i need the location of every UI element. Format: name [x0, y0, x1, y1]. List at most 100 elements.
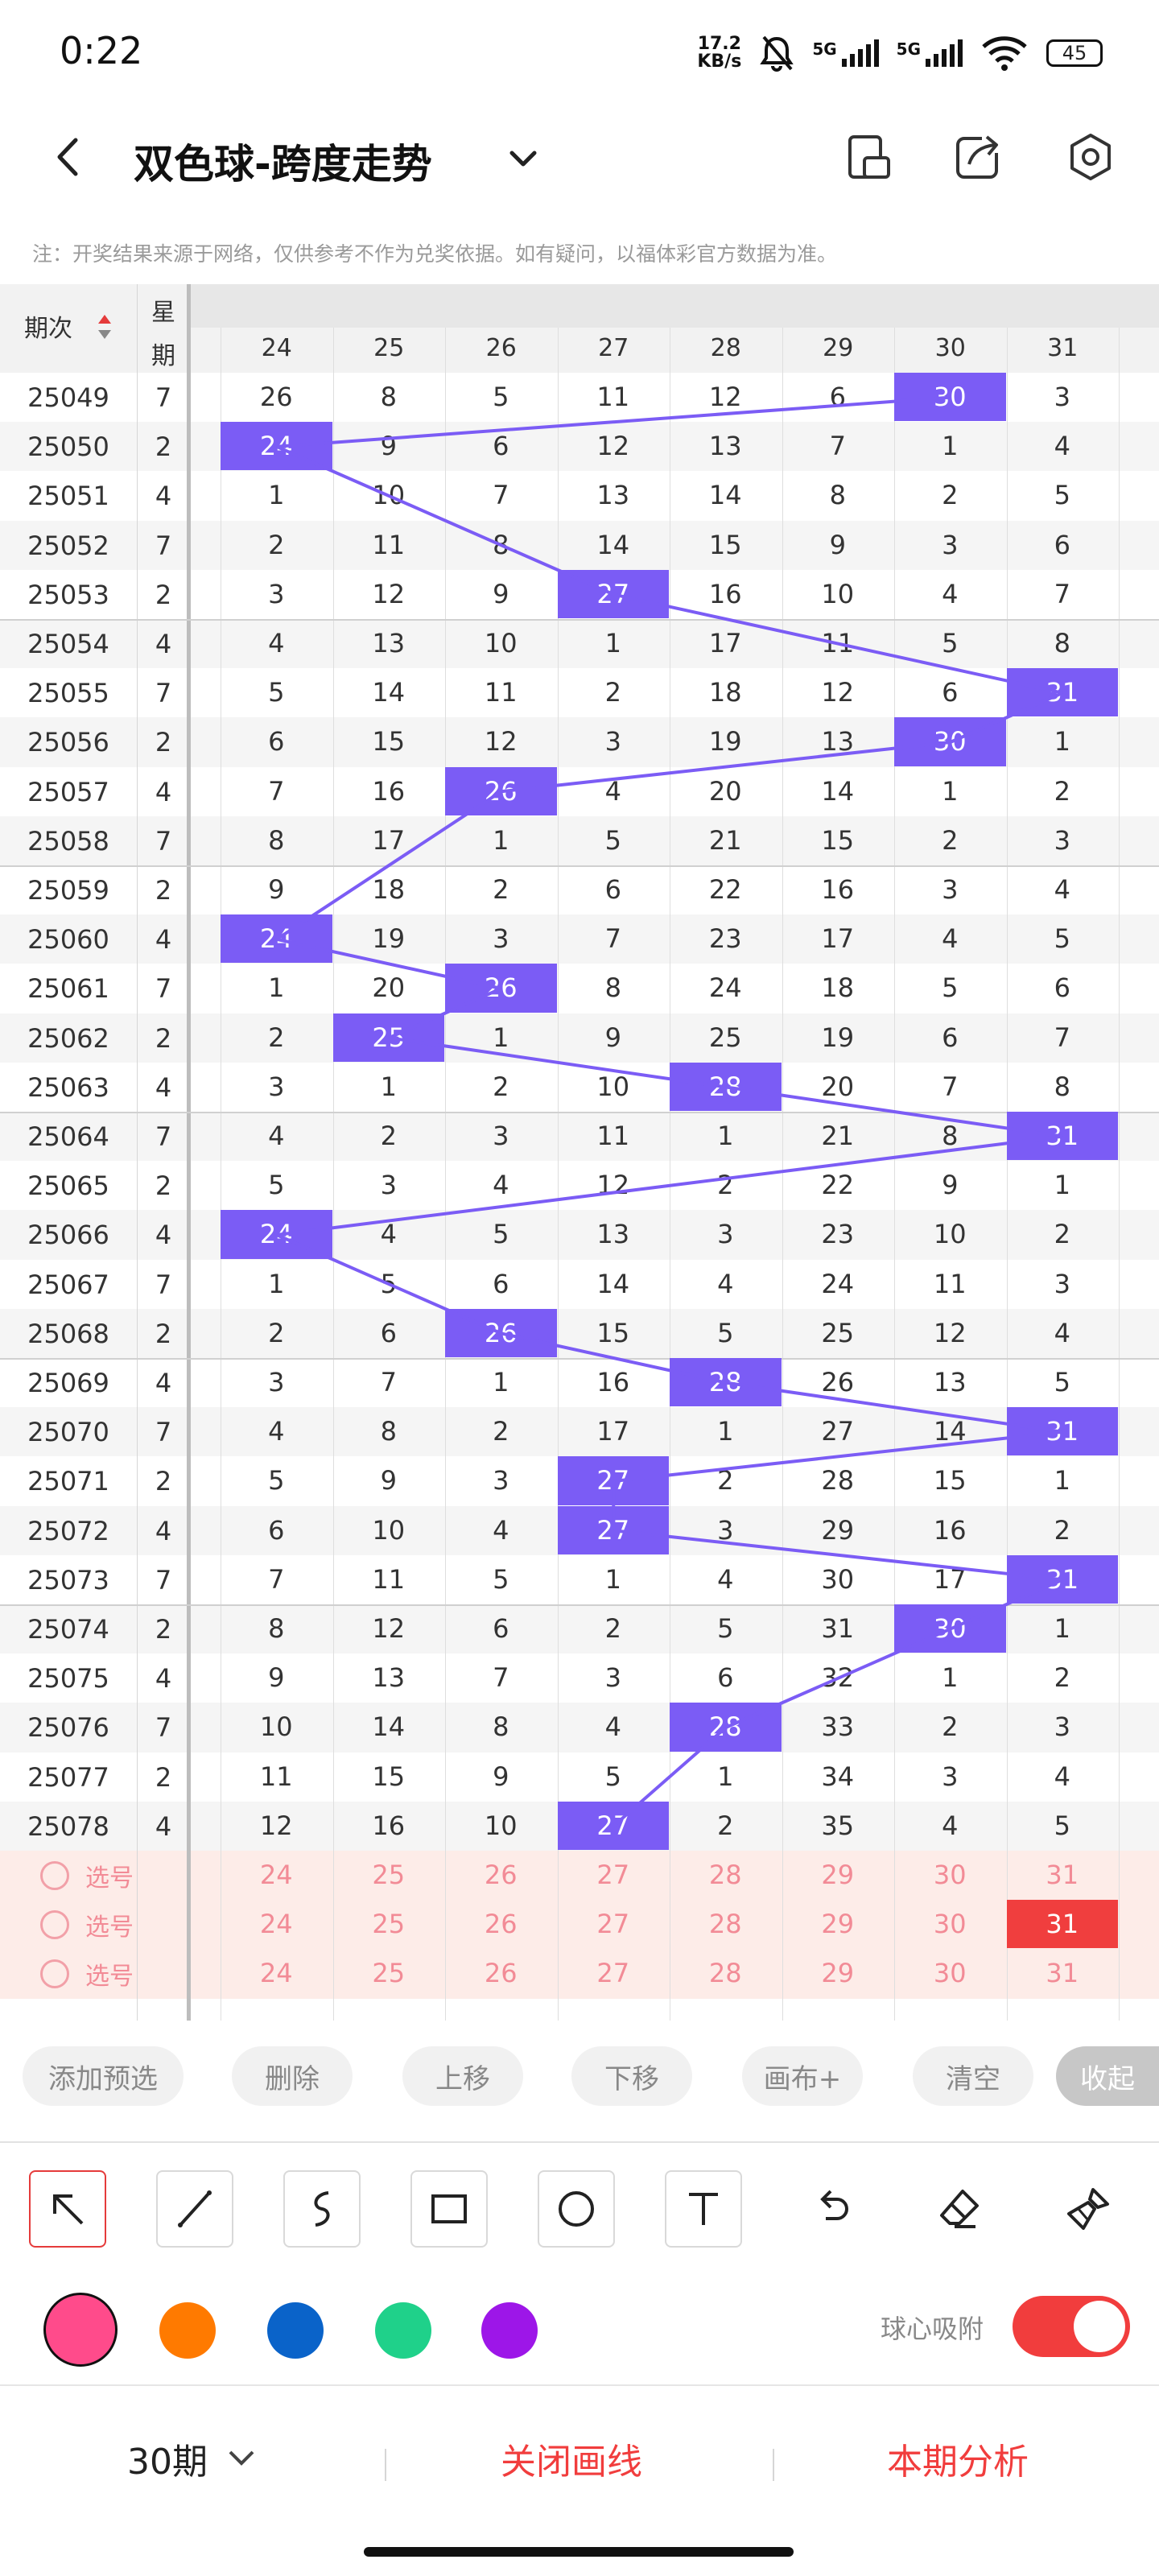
select-number-cell[interactable]: 30 — [933, 1909, 967, 1940]
bell-muted-icon — [760, 35, 794, 72]
color-blue-swatch[interactable] — [267, 2302, 324, 2359]
value-cell: 4 — [942, 578, 959, 609]
eraser-tool[interactable] — [921, 2170, 998, 2248]
value-cell: 2 — [268, 1317, 285, 1348]
value-cell: 3 — [380, 1170, 397, 1201]
color-green-swatch[interactable] — [375, 2302, 431, 2359]
delete-button[interactable]: 删除 — [232, 2046, 353, 2106]
value-cell: 11 — [596, 382, 630, 413]
select-circle-icon[interactable] — [40, 1959, 69, 1989]
select-number-cell[interactable]: 29 — [821, 1909, 855, 1940]
trend-line-segment — [613, 1529, 1063, 1582]
period-cell: 25057 — [27, 776, 109, 807]
select-number-cell[interactable]: 27 — [596, 1909, 630, 1940]
text-tool[interactable] — [665, 2170, 742, 2248]
collapse-button[interactable]: 收起 — [1056, 2046, 1159, 2106]
select-circle-icon[interactable] — [40, 1861, 69, 1890]
line-tool[interactable] — [156, 2170, 233, 2248]
header: 双色球-跨度走势 — [0, 105, 1159, 209]
select-number-cell[interactable]: 24 — [259, 1909, 293, 1940]
value-cell: 12 — [933, 1317, 967, 1348]
snap-toggle[interactable] — [1013, 2296, 1130, 2357]
trend-line-segment — [388, 1036, 727, 1089]
home-indicator[interactable] — [364, 2547, 794, 2557]
select-number-cell[interactable]: 25 — [372, 1860, 406, 1891]
undo-tool[interactable] — [794, 2170, 871, 2248]
select-number-cell[interactable]: 28 — [708, 1860, 742, 1891]
period-header[interactable]: 期次 — [0, 308, 97, 344]
select-row-label[interactable]: 选号 — [40, 1900, 134, 1950]
row-bg — [0, 1407, 1159, 1458]
add-preselect-button[interactable]: 添加预选 — [23, 2046, 184, 2106]
settings-icon[interactable] — [1062, 129, 1119, 185]
rectangle-tool[interactable] — [410, 2170, 488, 2248]
close-lines-button[interactable]: 关闭画线 — [501, 2442, 642, 2483]
select-number-cell[interactable]: 26 — [484, 1860, 518, 1891]
chevron-down-icon[interactable] — [499, 138, 547, 179]
period-cell: 25060 — [27, 924, 109, 956]
value-cell: 11 — [933, 1268, 967, 1299]
pointer-tool[interactable] — [29, 2170, 106, 2248]
curve-tool[interactable] — [283, 2170, 361, 2248]
select-number-cell[interactable]: 31 — [1006, 1900, 1118, 1949]
row-bg — [0, 1112, 1159, 1162]
select-number-cell[interactable]: 25 — [372, 1958, 406, 1989]
select-number-cell[interactable]: 29 — [821, 1958, 855, 1989]
page-title[interactable]: 双色球-跨度走势 — [134, 141, 432, 188]
back-icon[interactable] — [40, 129, 97, 185]
value-cell: 2 — [604, 1613, 621, 1645]
color-purple-swatch[interactable] — [481, 2302, 538, 2359]
color-pink-swatch[interactable] — [43, 2293, 118, 2367]
value-cell: 6 — [717, 1662, 734, 1694]
select-row-label[interactable]: 选号 — [40, 1851, 134, 1901]
clear-button[interactable]: 清空 — [913, 2046, 1033, 2106]
select-number-cell[interactable]: 27 — [596, 1958, 630, 1989]
select-number-cell[interactable]: 30 — [933, 1958, 967, 1989]
sort-icon[interactable] — [95, 313, 114, 341]
row-bg — [0, 1653, 1159, 1704]
select-number-cell[interactable]: 26 — [484, 1958, 518, 1989]
move-up-button[interactable]: 上移 — [402, 2046, 523, 2106]
share-icon[interactable] — [950, 129, 1006, 185]
select-row-label[interactable]: 选号 — [40, 1949, 134, 1999]
weekday-cell: 2 — [155, 579, 172, 610]
select-number-cell[interactable]: 24 — [259, 1958, 293, 1989]
select-number-cell[interactable]: 30 — [933, 1860, 967, 1891]
value-cell: 7 — [493, 480, 509, 511]
value-cell: 6 — [380, 1317, 397, 1348]
color-orange-swatch[interactable] — [159, 2302, 216, 2359]
select-number-cell[interactable]: 24 — [259, 1860, 293, 1891]
select-number-cell[interactable]: 31 — [1046, 1860, 1079, 1891]
circle-tool[interactable] — [538, 2170, 615, 2248]
rotate-screen-icon[interactable] — [840, 129, 897, 185]
period-analysis-button[interactable]: 本期分析 — [887, 2442, 1029, 2483]
value-cell: 1 — [1054, 1170, 1070, 1201]
select-number-cell[interactable]: 28 — [708, 1909, 742, 1940]
select-number-cell[interactable]: 25 — [372, 1909, 406, 1940]
select-number-cell[interactable]: 28 — [708, 1958, 742, 1989]
value-cell: 12 — [708, 382, 742, 413]
period-count-selector[interactable]: 30期 — [127, 2433, 208, 2484]
move-down-button[interactable]: 下移 — [571, 2046, 692, 2106]
chevron-down-icon[interactable] — [225, 2446, 258, 2470]
period-cell: 25075 — [27, 1663, 109, 1695]
select-circle-icon[interactable] — [40, 1910, 69, 1940]
group-divider — [0, 1112, 1159, 1113]
period-cell: 25049 — [27, 382, 109, 413]
select-number-cell[interactable]: 27 — [596, 1860, 630, 1891]
select-number-cell[interactable]: 26 — [484, 1909, 518, 1940]
select-number-cell[interactable]: 31 — [1046, 1958, 1079, 1989]
weekday-cell: 4 — [155, 1220, 172, 1251]
period-cell: 25070 — [27, 1417, 109, 1448]
net-speed-unit: KB/s — [697, 52, 742, 72]
value-cell: 8 — [268, 824, 285, 856]
value-cell: 14 — [708, 480, 742, 511]
value-cell: 10 — [484, 628, 518, 659]
value-cell: 12 — [484, 726, 518, 758]
canvas-plus-button[interactable]: 画布+ — [742, 2046, 863, 2106]
clear-all-tool[interactable] — [1050, 2170, 1127, 2248]
grid-line — [782, 328, 783, 2023]
value-cell: 5 — [717, 1317, 734, 1348]
select-number-cell[interactable]: 29 — [821, 1860, 855, 1891]
value-cell: 4 — [268, 1416, 285, 1447]
